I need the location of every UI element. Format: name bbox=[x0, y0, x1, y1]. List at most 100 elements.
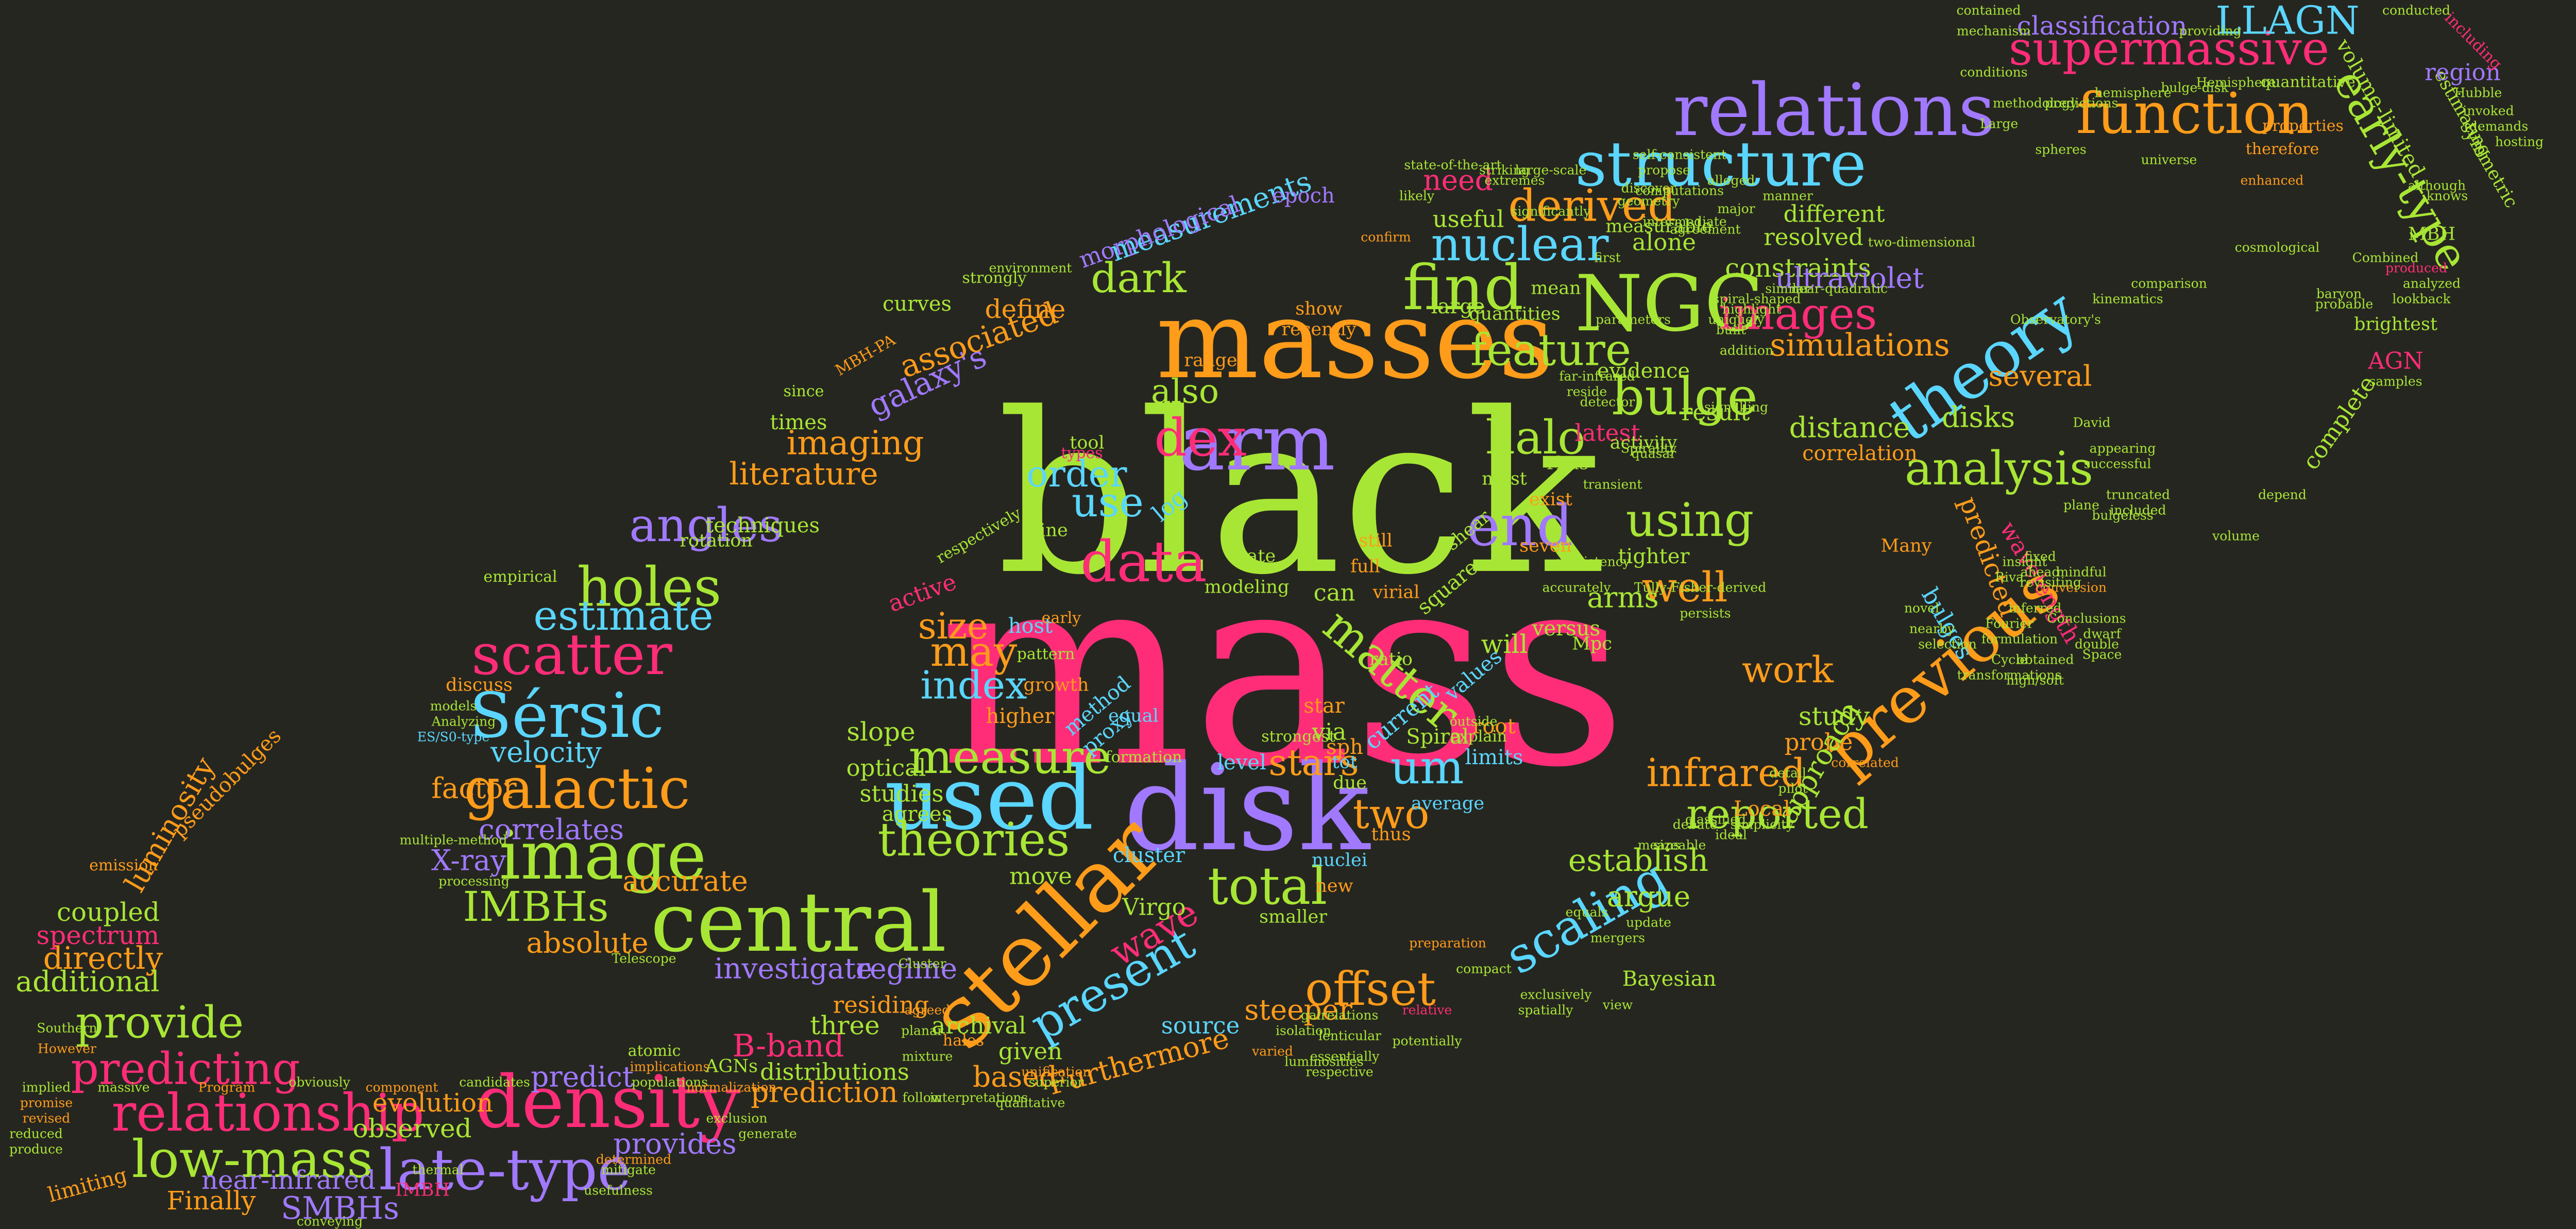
word-exist: exist bbox=[1529, 489, 1572, 510]
word-imbh: IMBH bbox=[395, 1180, 450, 1201]
word-potentially: potentially bbox=[1392, 1033, 1462, 1049]
word-classification: classification bbox=[2016, 11, 2188, 41]
word-combined: Combined bbox=[2352, 250, 2419, 265]
word-lookback: lookback bbox=[2392, 291, 2451, 307]
word-significantly: significantly bbox=[1511, 204, 1591, 219]
word-luminosities: luminosities bbox=[1284, 1054, 1364, 1069]
word-component: component bbox=[365, 1080, 438, 1095]
word-conveying: conveying bbox=[296, 1214, 363, 1229]
word-high-soft: high/soft bbox=[2006, 672, 2064, 688]
word-disks: disks bbox=[1941, 400, 2015, 434]
word-via: via bbox=[1312, 718, 1347, 746]
word-mpc: Mpc bbox=[1572, 633, 1612, 654]
word-halo: halo bbox=[1485, 411, 1586, 465]
word-universe: universe bbox=[2141, 152, 2197, 167]
word-bulge-disk: bulge-disk bbox=[2161, 80, 2229, 95]
word-may: may bbox=[930, 628, 1018, 676]
word-parameters: parameters bbox=[1596, 312, 1671, 327]
word-literature: literature bbox=[729, 456, 878, 492]
word-predicting: predicting bbox=[71, 1043, 300, 1095]
word-large: Large bbox=[1979, 116, 2019, 131]
word-uniquely: uniquely bbox=[1708, 312, 1765, 327]
word-consistency: consistency bbox=[1554, 554, 1630, 569]
word-directly: directly bbox=[43, 940, 163, 977]
word-david: David bbox=[2073, 415, 2111, 430]
word-density: density bbox=[475, 1060, 741, 1144]
word-correlates: correlates bbox=[478, 813, 624, 846]
word-first: first bbox=[1594, 250, 1621, 265]
word-cycle: Cycle bbox=[1991, 652, 2028, 667]
word-es-s0-type: ES/S0-type bbox=[417, 729, 490, 745]
word-complete: complete bbox=[2297, 370, 2381, 475]
word-space: Space bbox=[2082, 647, 2122, 662]
word-theories: theories bbox=[877, 813, 1070, 867]
word-means: means bbox=[1637, 837, 1681, 853]
word-due: due bbox=[1333, 772, 1367, 794]
word-signalling: signalling bbox=[1704, 399, 1768, 415]
word-spatially: spatially bbox=[1518, 1002, 1573, 1018]
word-galrelations: galrelations bbox=[1300, 1007, 1379, 1023]
word-spectrum: spectrum bbox=[36, 920, 160, 950]
word-relations: relations bbox=[1673, 69, 1995, 153]
word-massive: massive bbox=[97, 1080, 150, 1095]
word-activity: activity bbox=[1609, 432, 1677, 453]
word-reported: reported bbox=[1686, 790, 1869, 838]
word-finally: Finally bbox=[166, 1186, 256, 1216]
word-propose: propose bbox=[1638, 162, 1690, 178]
word-hemisphere: Hemisphere bbox=[2196, 75, 2276, 90]
word-local: Local bbox=[1734, 797, 1790, 821]
word-mean: mean bbox=[1531, 278, 1581, 299]
word-kinematics: kinematics bbox=[2092, 291, 2163, 307]
word-region: region bbox=[2425, 58, 2501, 86]
word-work: work bbox=[1742, 649, 1834, 691]
word-depend: depend bbox=[2258, 487, 2307, 502]
word-size: size bbox=[918, 605, 989, 647]
word-demands: demands bbox=[2469, 119, 2529, 134]
word-spiral-shaped: spiral-shaped bbox=[1713, 291, 1801, 307]
word-thus: Thus bbox=[1544, 453, 1589, 474]
word-agreed: agreed bbox=[904, 1002, 951, 1018]
word-compact: compact bbox=[1456, 961, 1512, 977]
word-revised: revised bbox=[22, 1110, 71, 1126]
word-follow: follow bbox=[902, 1090, 942, 1105]
word-supermassive: supermassive bbox=[2008, 22, 2330, 76]
word-constraints: constraints bbox=[1725, 253, 1871, 283]
word-argue: argue bbox=[1606, 880, 1691, 913]
word-hosting: hosting bbox=[2495, 134, 2544, 149]
word-conversion: conversion bbox=[2035, 580, 2107, 595]
word-simplicity: simplicity bbox=[1730, 817, 1794, 832]
word-many: Many bbox=[1880, 535, 1932, 557]
word-rotation: rotation bbox=[680, 530, 753, 551]
word-view: view bbox=[1602, 997, 1633, 1013]
word-rate: rate bbox=[1238, 546, 1276, 567]
word-imbhs: IMBHs bbox=[463, 883, 609, 931]
word-alone: alone bbox=[1632, 228, 1696, 256]
word-qualitative: qualitative bbox=[995, 1095, 1065, 1110]
word-dark: dark bbox=[1091, 254, 1187, 302]
word-using: using bbox=[1625, 493, 1754, 547]
word-mechanism: mechanism bbox=[1956, 23, 2031, 39]
word-early: early bbox=[1041, 609, 1081, 627]
word-galactic: galactic bbox=[464, 755, 690, 821]
word-implied: implied bbox=[22, 1080, 71, 1095]
word-line: line bbox=[1034, 520, 1068, 541]
word-exclusion: exclusion bbox=[706, 1110, 768, 1126]
word-seven: seven bbox=[1519, 535, 1572, 557]
word-respective: respective bbox=[1306, 1064, 1374, 1080]
word-cluster: Cluster bbox=[898, 956, 946, 971]
word-invoked: invoked bbox=[2463, 103, 2514, 119]
word-program: Program bbox=[198, 1080, 256, 1095]
word-mbh-pa: MBH-PA bbox=[832, 331, 899, 380]
word-methodology: methodology bbox=[1993, 95, 2077, 111]
word-smbhs: SMBHs bbox=[281, 1190, 399, 1226]
word-mbh: MBH bbox=[2408, 224, 2456, 245]
word-dex: dex bbox=[1154, 408, 1247, 468]
word-given: given bbox=[998, 1037, 1063, 1065]
word-root: root bbox=[1472, 715, 1516, 738]
word-index: index bbox=[920, 662, 1027, 708]
word-studies: studies bbox=[859, 780, 944, 807]
word-tool: tool bbox=[1070, 432, 1105, 453]
word-ultraviolet: ultraviolet bbox=[1775, 261, 1924, 295]
word-exclusively: exclusively bbox=[1520, 987, 1592, 1002]
word-self-consistent: self-consistent bbox=[1632, 147, 1727, 162]
